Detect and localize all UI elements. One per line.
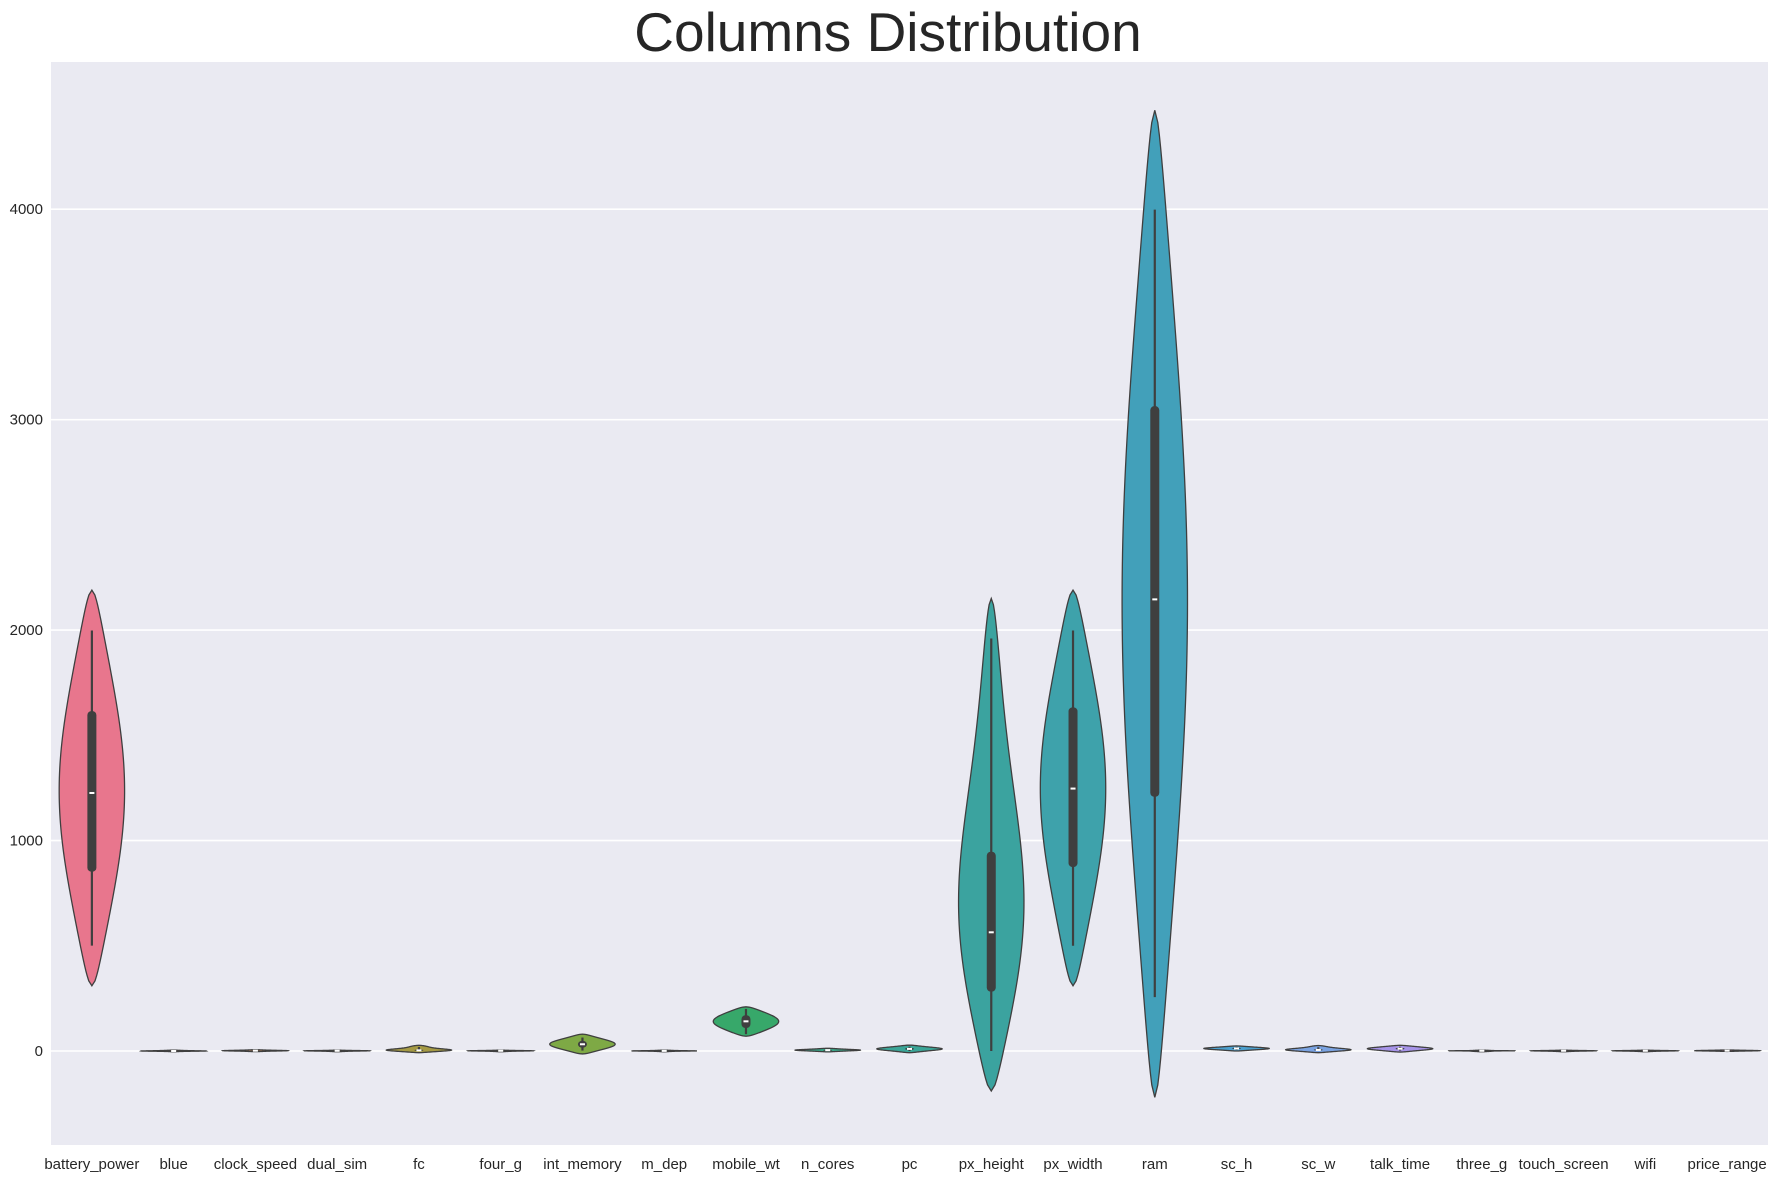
violin-clock_speed [220, 1049, 291, 1053]
violin-sc_w [1284, 1044, 1352, 1054]
violin-wifi [1610, 1049, 1681, 1053]
violin-n_cores [794, 1047, 862, 1053]
x-tick-label-pc: pc [902, 1156, 918, 1173]
violin-battery_power [58, 588, 126, 987]
iqr-box-battery_power [87, 711, 97, 872]
y-tick-label: 0 [35, 1043, 43, 1060]
y-tick-label: 3000 [10, 412, 43, 429]
violins [58, 110, 1763, 1098]
violin-pc [876, 1044, 943, 1054]
median-marker-four_g [498, 1049, 504, 1052]
violin-talk_time [1366, 1044, 1434, 1053]
x-tick-label-wifi: wifi [1634, 1156, 1657, 1173]
x-tick-label-px_height: px_height [959, 1156, 1025, 1173]
median-marker-touch_screen [1561, 1049, 1567, 1052]
median-marker-int_memory [579, 1043, 585, 1046]
violin-px_width [1039, 588, 1107, 987]
x-tick-label-px_width: px_width [1043, 1156, 1102, 1173]
x-tick-label-fc: fc [413, 1156, 425, 1173]
x-axis: battery_power blue clock_speed dual_sim fc fo… [44, 1156, 1766, 1173]
x-tick-label-sc_h: sc_h [1221, 1156, 1253, 1173]
violin-touch_screen [1528, 1049, 1599, 1053]
iqr-box-ram [1150, 406, 1160, 797]
median-marker-battery_power [89, 791, 95, 794]
median-marker-talk_time [1397, 1047, 1403, 1050]
x-tick-label-price_range: price_range [1688, 1156, 1767, 1173]
x-tick-label-battery_power: battery_power [44, 1156, 139, 1173]
y-tick-label: 4000 [10, 201, 43, 218]
x-tick-label-ram: ram [1142, 1156, 1168, 1173]
violin-price_range [1694, 1049, 1763, 1053]
violin-sc_h [1203, 1045, 1271, 1052]
y-tick-label: 1000 [10, 833, 43, 850]
x-tick-label-int_memory: int_memory [543, 1156, 622, 1173]
x-tick-label-mobile_wt: mobile_wt [712, 1156, 780, 1173]
median-marker-clock_speed [252, 1049, 258, 1052]
median-marker-px_height [988, 931, 994, 934]
violin-blue [138, 1049, 209, 1053]
iqr-box-px_width [1068, 707, 1078, 868]
violin-four_g [465, 1049, 536, 1053]
median-marker-mobile_wt [743, 1020, 749, 1023]
median-marker-n_cores [825, 1049, 831, 1052]
median-marker-dual_sim [334, 1049, 340, 1052]
violin-int_memory [549, 1033, 616, 1055]
median-marker-ram [1152, 598, 1158, 601]
x-tick-label-three_g: three_g [1456, 1156, 1507, 1173]
violin-fc [385, 1044, 453, 1054]
x-tick-label-n_cores: n_cores [801, 1156, 854, 1173]
median-marker-pc [907, 1047, 912, 1050]
x-tick-label-talk_time: talk_time [1370, 1156, 1430, 1173]
y-tick-label: 2000 [10, 622, 43, 639]
median-marker-blue [171, 1050, 177, 1052]
median-marker-sc_h [1234, 1047, 1240, 1050]
violin-dual_sim [302, 1049, 372, 1053]
violin-ram [1121, 110, 1189, 1098]
median-marker-m_dep [661, 1049, 667, 1052]
median-marker-px_width [1070, 787, 1076, 790]
x-tick-label-sc_w: sc_w [1301, 1156, 1335, 1173]
y-axis: 0 1000 2000 3000 4000 [10, 201, 43, 1060]
violin-mobile_wt [712, 1006, 780, 1037]
x-tick-label-m_dep: m_dep [641, 1156, 687, 1173]
median-marker-three_g [1479, 1049, 1485, 1052]
median-marker-price_range [1724, 1049, 1730, 1052]
median-marker-sc_w [1315, 1048, 1321, 1051]
median-marker-wifi [1642, 1049, 1648, 1052]
violin-px_height [957, 596, 1025, 1093]
x-tick-label-four_g: four_g [479, 1156, 522, 1173]
x-tick-label-blue: blue [159, 1156, 187, 1173]
iqr-box-px_height [986, 851, 996, 992]
x-tick-label-clock_speed: clock_speed [214, 1156, 297, 1173]
x-tick-label-touch_screen: touch_screen [1519, 1156, 1609, 1173]
median-marker-fc [416, 1049, 422, 1052]
plot-area [51, 62, 1768, 1145]
x-tick-label-dual_sim: dual_sim [307, 1156, 367, 1173]
violin-m_dep [631, 1049, 698, 1053]
violin-three_g [1447, 1049, 1517, 1053]
chart-title: Columns Distribution [634, 1, 1142, 63]
